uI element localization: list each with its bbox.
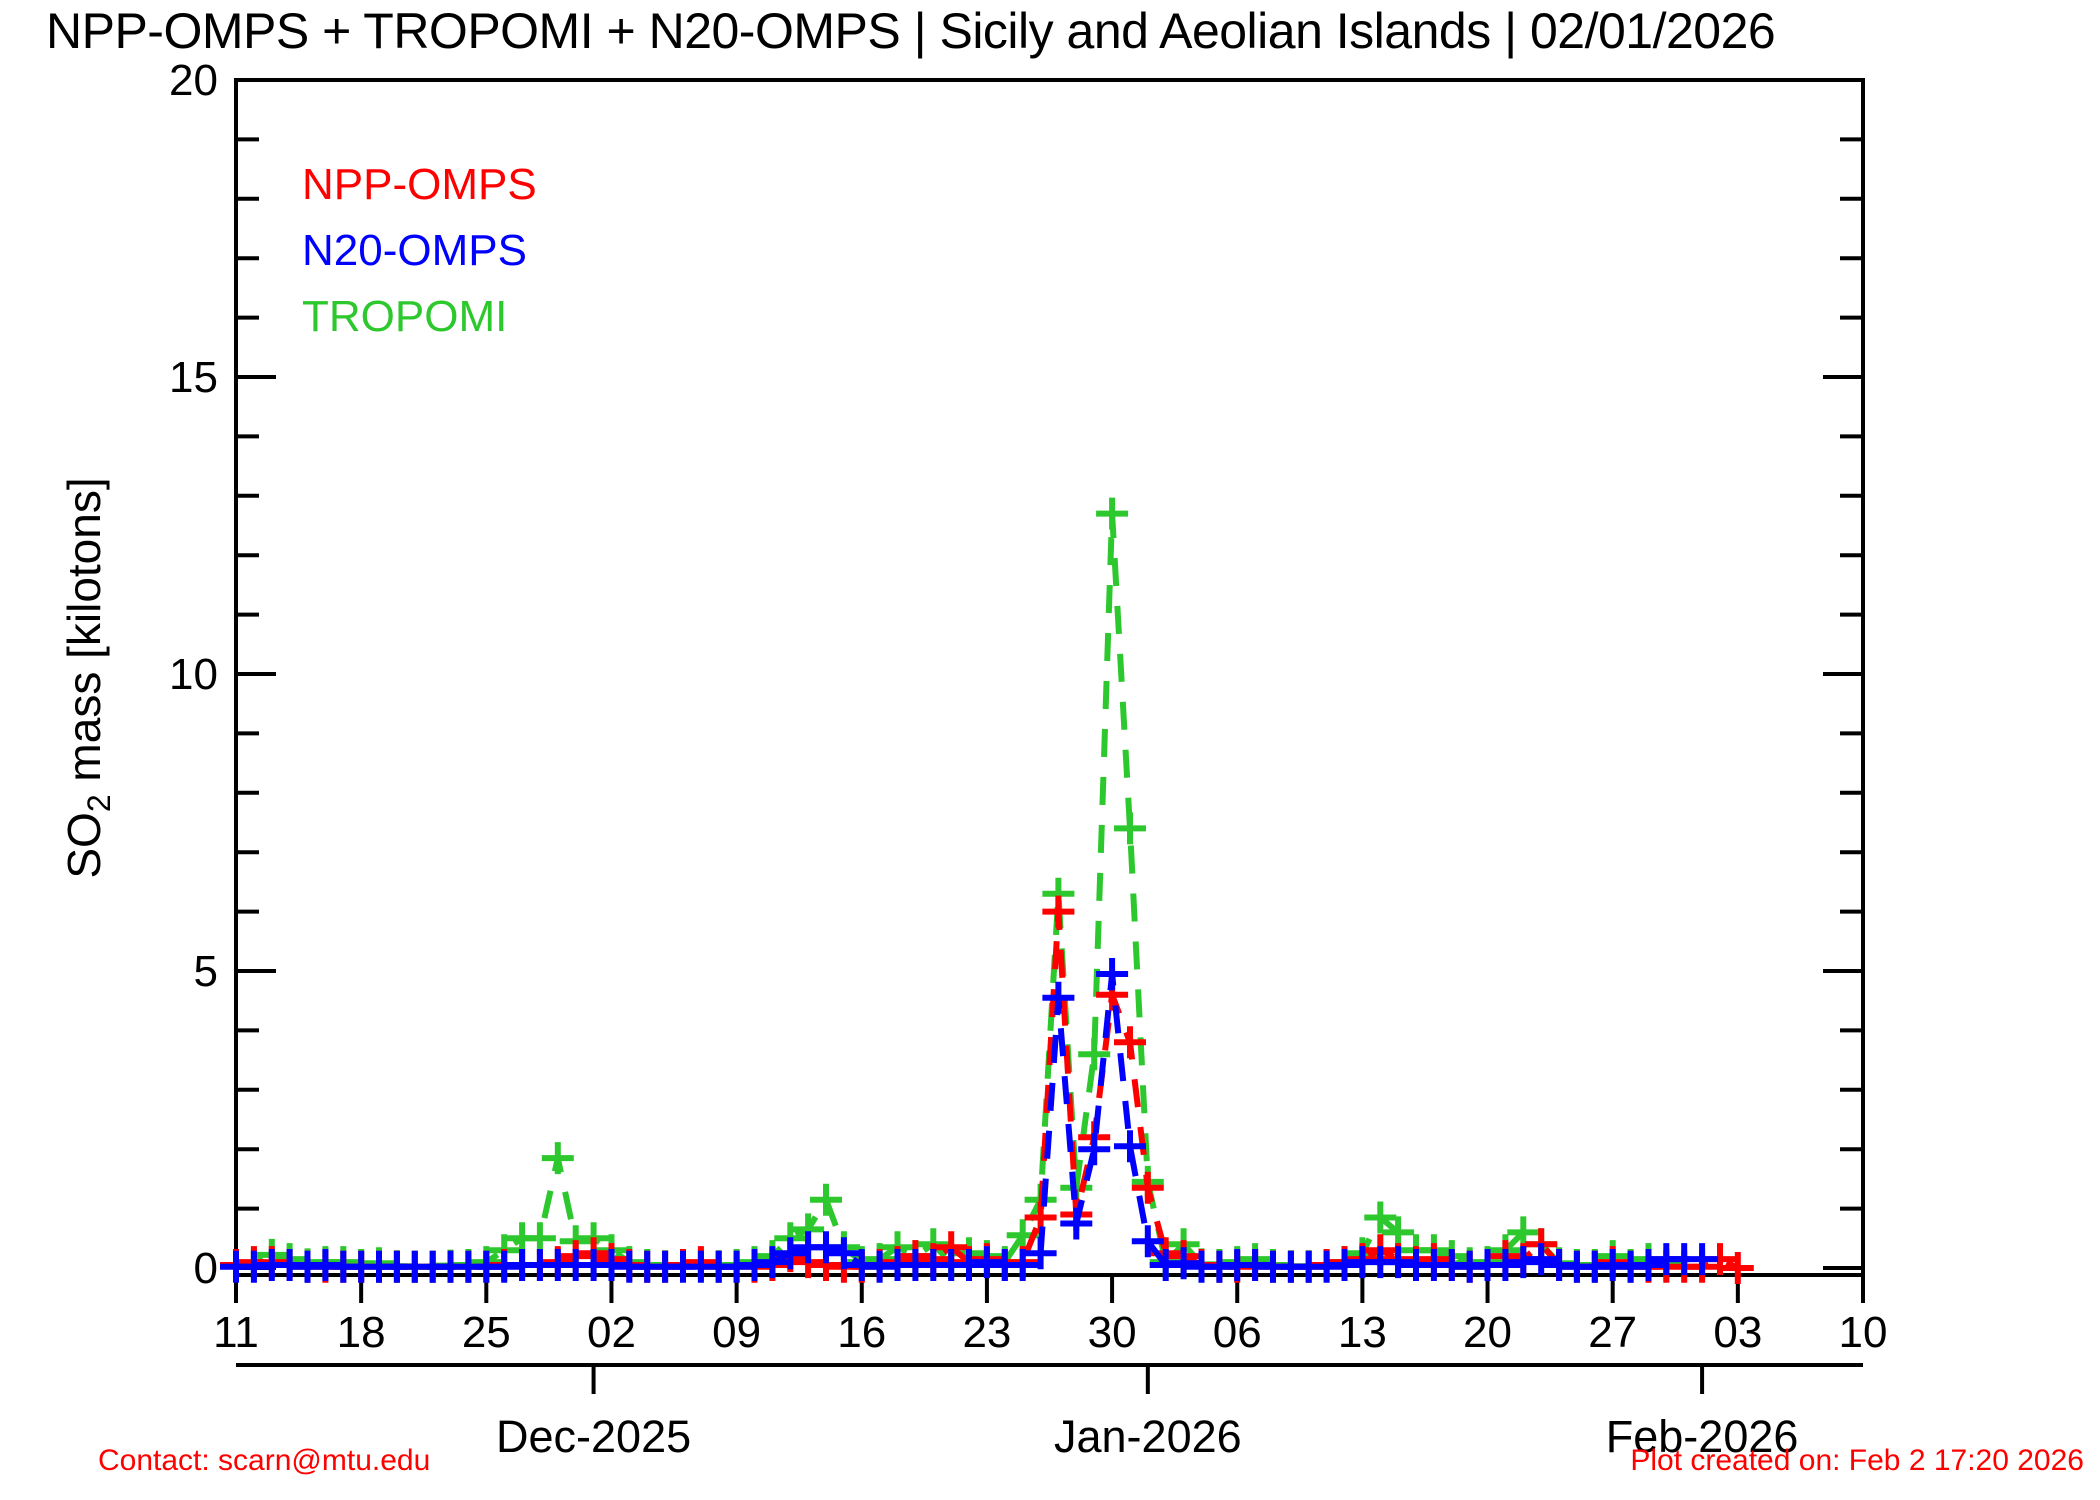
x-tick-label: 11 [213, 1308, 259, 1357]
legend-item-npp-omps: NPP-OMPS [302, 160, 537, 210]
legend-item-tropomi: TROPOMI [302, 292, 507, 342]
x-tick-label: 23 [962, 1308, 1011, 1357]
x-tick-label: 18 [337, 1308, 386, 1357]
y-tick-label: 15 [169, 353, 218, 402]
x-tick-label: 30 [1088, 1308, 1137, 1357]
chart-title: NPP-OMPS + TROPOMI + N20-OMPS | Sicily a… [46, 3, 1776, 59]
y-tick-label: 0 [194, 1244, 218, 1293]
x-tick-label: 25 [462, 1308, 511, 1357]
series-tropomi [220, 497, 1683, 1283]
x-tick-label: 09 [712, 1308, 761, 1357]
plot-created-text: Plot created on: Feb 2 17:20 2026 [1630, 1444, 2084, 1477]
legend-label-tropomi: TROPOMI [302, 292, 508, 341]
x-tick-label: 10 [1839, 1308, 1888, 1357]
series-n20-omps [220, 958, 1719, 1283]
y-axis-title: SO2 mass [kilotons] [58, 477, 117, 878]
month-axis: Dec-2025 Jan-2026 Feb-2026 [236, 1363, 1863, 1462]
plot-frame [234, 78, 1865, 1277]
y-tick-label: 5 [194, 947, 218, 996]
x-tick-label: 27 [1588, 1308, 1637, 1357]
series-line [235, 513, 1668, 1270]
x-tick-label: 13 [1338, 1308, 1387, 1357]
month-tick-label: Feb-2026 [1606, 1411, 1799, 1462]
series-markers [220, 497, 1683, 1283]
legend-label-npp-omps: NPP-OMPS [302, 160, 537, 209]
contact-text: Contact: scarn@mtu.edu [98, 1444, 431, 1477]
series-line [236, 973, 1703, 1270]
x-tick-label: 06 [1213, 1308, 1262, 1357]
y-tick-label: 20 [169, 56, 218, 105]
month-tick-label: Jan-2026 [1054, 1411, 1242, 1462]
x-tick-label: 02 [587, 1308, 636, 1357]
x-tick-label: 16 [837, 1308, 886, 1357]
legend-label-n20-omps: N20-OMPS [302, 226, 527, 275]
x-axis-ticks: 11 18 25 02 09 16 23 30 06 13 20 27 03 10 [213, 1275, 1887, 1357]
series-markers [220, 958, 1719, 1283]
x-tick-label: 20 [1463, 1308, 1512, 1357]
legend-item-n20-omps: N20-OMPS [302, 226, 527, 276]
series-line [235, 911, 1740, 1271]
x-tick-label: 03 [1713, 1308, 1762, 1357]
y-axis-ticks: 0 5 10 15 20 [169, 56, 1861, 1293]
month-tick-label: Dec-2025 [496, 1411, 691, 1462]
y-tick-label: 10 [169, 650, 218, 699]
